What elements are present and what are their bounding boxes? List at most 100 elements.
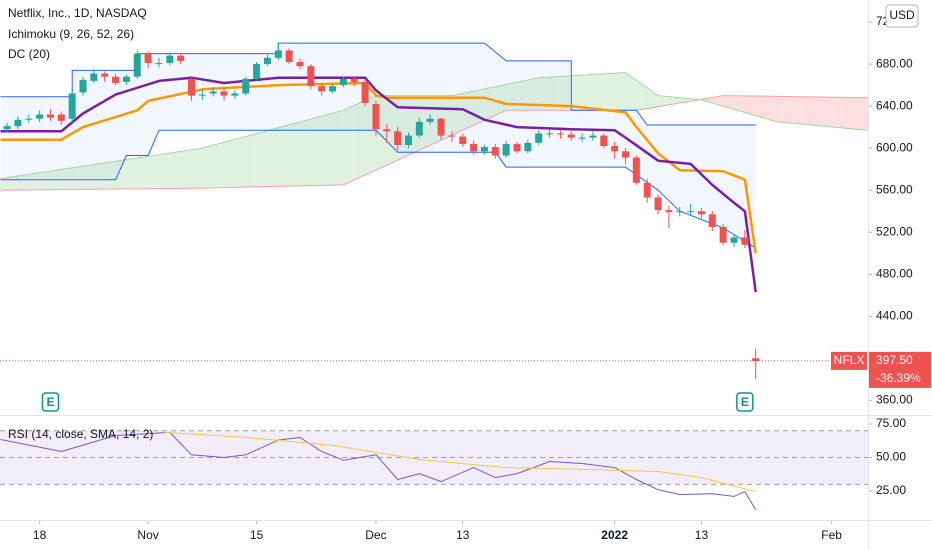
cloud-fill bbox=[743, 95, 746, 113]
indicator-legend: DC (20) bbox=[8, 47, 50, 61]
cloud-fill bbox=[187, 150, 190, 189]
candle-body bbox=[101, 73, 109, 77]
cloud-fill bbox=[233, 139, 236, 188]
cloud-fill bbox=[558, 76, 562, 111]
cloud-fill bbox=[257, 132, 261, 187]
cloud-fill bbox=[485, 88, 489, 120]
cloud-fill bbox=[770, 96, 774, 121]
candle-body bbox=[513, 143, 521, 152]
cloud-fill bbox=[594, 74, 597, 111]
cloud-fill bbox=[615, 72, 619, 111]
cloud-fill bbox=[859, 97, 863, 130]
rsi-line bbox=[0, 431, 757, 511]
cloud-fill bbox=[130, 158, 133, 189]
cloud-fill bbox=[268, 129, 272, 187]
cloud-fill bbox=[819, 97, 822, 127]
candle-body bbox=[350, 78, 358, 82]
cloud-span-b bbox=[0, 95, 868, 191]
cloud-fill bbox=[27, 174, 30, 190]
candle-body bbox=[155, 63, 163, 65]
cloud-fill bbox=[675, 97, 679, 104]
cloud-fill bbox=[659, 95, 662, 107]
cloud-fill bbox=[13, 176, 17, 191]
cloud-fill bbox=[762, 96, 765, 119]
cloud-fill bbox=[40, 172, 44, 190]
cloud-fill bbox=[531, 78, 535, 111]
cloud-fill bbox=[217, 143, 220, 188]
cloud-fill bbox=[808, 96, 812, 126]
cloud-fill bbox=[398, 95, 402, 160]
cloud-fill bbox=[580, 75, 584, 111]
candle-body bbox=[263, 57, 271, 65]
last-price-label: 397.50 bbox=[876, 353, 913, 367]
candle-body bbox=[480, 147, 488, 152]
cloud-fill bbox=[206, 146, 209, 188]
cloud-fill bbox=[564, 76, 567, 111]
cloud-fill bbox=[249, 134, 253, 188]
cloud-fill bbox=[507, 83, 510, 111]
cloud-fill bbox=[330, 112, 334, 186]
candle-body bbox=[654, 197, 662, 211]
cloud-fill bbox=[434, 95, 437, 144]
cloud-fill bbox=[501, 84, 505, 113]
candle-body bbox=[426, 118, 434, 122]
cloud-fill bbox=[843, 97, 847, 129]
cloud-fill bbox=[393, 95, 397, 163]
cloud-fill bbox=[830, 97, 833, 128]
cloud-fill bbox=[637, 80, 641, 111]
candle-body bbox=[643, 182, 651, 198]
cloud-fill bbox=[832, 97, 836, 128]
y-tick-label: 600.00 bbox=[876, 140, 913, 154]
cloud-fill bbox=[368, 97, 372, 174]
candle-body bbox=[329, 86, 337, 92]
cloud-fill bbox=[21, 175, 25, 190]
indicator-line bbox=[0, 81, 757, 254]
cloud-fill bbox=[282, 126, 285, 187]
cloud-fill bbox=[252, 134, 255, 187]
x-tick-label: 15 bbox=[250, 528, 264, 542]
cloud-fill bbox=[547, 77, 551, 111]
candle-body bbox=[166, 55, 174, 64]
cloud-fill bbox=[499, 85, 502, 114]
cloud-fill bbox=[122, 159, 125, 189]
candle-body bbox=[632, 157, 640, 183]
cloud-fill bbox=[490, 87, 494, 118]
cloud-fill bbox=[271, 128, 274, 187]
cloud-fill bbox=[5, 177, 9, 191]
cloud-fill bbox=[724, 95, 727, 108]
cloud-fill bbox=[767, 96, 771, 120]
candle-body bbox=[752, 358, 760, 361]
candle-body bbox=[535, 133, 543, 143]
cloud-fill bbox=[279, 126, 283, 187]
cloud-fill bbox=[149, 155, 152, 189]
cloud-fill bbox=[124, 159, 128, 189]
cloud-fill bbox=[811, 96, 814, 126]
cloud-fill bbox=[827, 97, 831, 127]
cloud-fill bbox=[181, 150, 185, 189]
cloud-fill bbox=[173, 152, 177, 189]
cloud-fill bbox=[737, 95, 741, 112]
cloud-fill bbox=[8, 177, 11, 191]
cloud-fill bbox=[786, 96, 790, 123]
cloud-fill bbox=[366, 98, 369, 175]
cloud-fill bbox=[751, 96, 755, 116]
cloud-fill bbox=[409, 95, 413, 155]
cloud-fill bbox=[127, 159, 131, 189]
cloud-fill bbox=[792, 96, 795, 124]
cloud-fill bbox=[241, 136, 245, 188]
cloud-fill bbox=[195, 148, 199, 189]
rsi-line bbox=[164, 431, 756, 493]
cloud-fill bbox=[301, 120, 304, 186]
candle-body bbox=[676, 211, 684, 213]
candle-body bbox=[697, 211, 705, 215]
cloud-fill bbox=[653, 92, 657, 108]
cloud-fill bbox=[143, 156, 147, 189]
candle-body bbox=[46, 114, 54, 118]
cloud-fill bbox=[339, 110, 342, 186]
cloud-fill bbox=[583, 74, 586, 111]
cloud-fill bbox=[198, 148, 201, 189]
cloud-fill bbox=[192, 149, 196, 189]
cloud-fill bbox=[577, 75, 581, 111]
cloud-fill bbox=[303, 120, 307, 186]
cloud-fill bbox=[423, 95, 426, 149]
